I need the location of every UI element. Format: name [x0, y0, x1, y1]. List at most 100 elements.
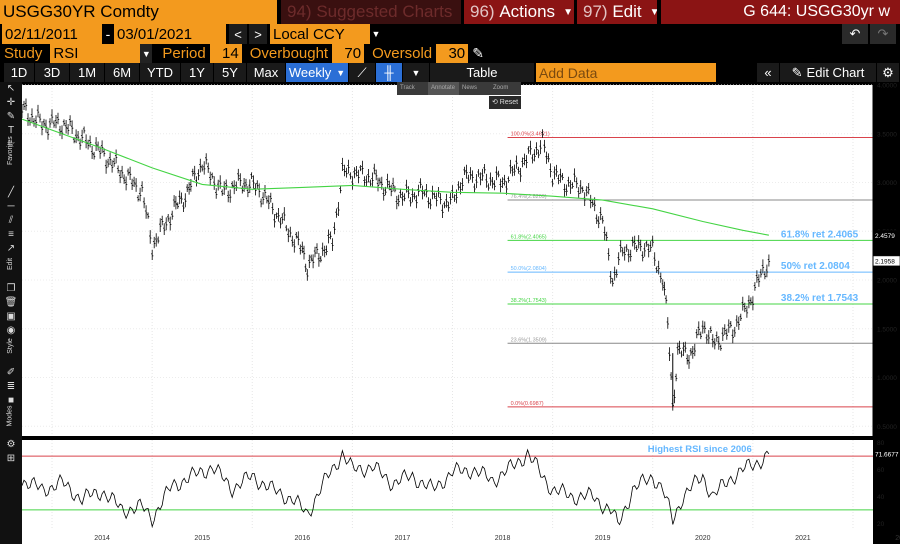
rsi-y-tick-label: 20 — [877, 521, 885, 528]
undo-icon: ↶ — [849, 26, 861, 41]
news-tool[interactable]: News — [462, 85, 478, 91]
panel-divider — [22, 436, 873, 440]
annotate-icon[interactable]: ✎ — [6, 111, 16, 122]
annotate-tool[interactable]: Annotate — [428, 82, 459, 95]
settings-icon[interactable]: ⚙ — [6, 439, 16, 450]
next-period-button[interactable]: > — [249, 24, 267, 44]
trash-icon[interactable]: 🗑 — [4, 297, 18, 308]
ohlc-icon: ╫ — [384, 65, 394, 80]
collapse-button[interactable]: « — [757, 63, 779, 82]
edit-label: Edit — [7, 257, 14, 271]
settings-button[interactable]: ⚙ — [877, 63, 899, 82]
edit-menu[interactable]: 97) Edit ▼ — [577, 0, 657, 24]
x-tick-label: 2016 — [295, 535, 311, 542]
favorites-label: Favorites — [7, 136, 14, 165]
rsi-panel: 2014 2015 2016 2017 2018 2019 2020 2021 2022 80 60… — [21, 440, 900, 544]
chart-canvas[interactable]: 4.00003.50003.00002.50002.00001.50001.00… — [0, 82, 900, 544]
end-date-field[interactable]: 03/01/2021 — [114, 24, 226, 44]
grid-icon[interactable]: ⊞ — [6, 453, 16, 464]
horizontal-line-icon[interactable]: ─ — [7, 201, 15, 212]
suggested-charts-num: 94) — [287, 2, 312, 21]
bar-chart-button[interactable]: ╫ — [376, 63, 402, 82]
frequency-label: Weekly — [288, 65, 332, 80]
caret-down-icon: ▼ — [411, 67, 421, 78]
title-bar: USGG30YR Comdty 94) Suggested Charts 96)… — [0, 0, 900, 24]
y-tick-label: 2.0000 — [877, 278, 897, 285]
actions-label: Actions — [499, 2, 556, 21]
line-style-icon[interactable]: ≣ — [6, 381, 16, 392]
period-field[interactable]: 14 — [209, 44, 242, 63]
date-separator: - — [105, 26, 111, 42]
undo-button[interactable]: ↶ — [842, 24, 868, 44]
prev-period-button[interactable]: < — [229, 24, 247, 44]
x-tick-label: 2014 — [94, 535, 110, 542]
study-field[interactable]: RSI — [50, 44, 141, 63]
add-data-input[interactable]: Add Data — [536, 63, 716, 82]
text-icon[interactable]: T — [7, 125, 15, 136]
currency-dropdown[interactable]: ▼ — [370, 24, 382, 44]
reset-icon: ⟲ — [491, 99, 498, 106]
line-chart-button[interactable]: ⟋ — [349, 63, 375, 82]
timeframe-1d[interactable]: 1D — [4, 63, 34, 82]
crosshair-icon[interactable]: ✛ — [6, 97, 16, 108]
copy-icon[interactable]: ❐ — [6, 283, 16, 294]
retracement-annotation: 50% ret 2.0804 — [781, 261, 850, 272]
suggested-charts-menu[interactable]: 94) Suggested Charts — [281, 0, 461, 24]
currency-field[interactable]: Local CCY — [270, 24, 370, 44]
price-panel: 4.00003.50003.00002.50002.00001.50001.00… — [20, 83, 900, 530]
chart-title: G 644: USGG30yr w — [661, 0, 900, 24]
fib-icon[interactable]: ≡ — [8, 229, 14, 240]
start-date-field[interactable]: 02/11/2011 — [2, 24, 102, 44]
table-button[interactable]: Table — [430, 63, 534, 82]
line-icon[interactable]: ╱ — [7, 187, 15, 198]
reset-button[interactable]: ⟲ Reset — [489, 96, 521, 109]
fib-level-label: 23.6%(1.3509) — [511, 337, 547, 343]
caret-down-icon: ▼ — [371, 29, 381, 39]
overbought-field[interactable]: 70 — [332, 44, 365, 63]
chevron-left-icon: < — [234, 26, 242, 42]
x-tick-label: 2020 — [695, 535, 711, 542]
left-tool-strip: ↖ ✛ ✎ T ☆ Favorites ╱ ─ ⫽ ≡ ↗ Edit ❐ 🗑 ▣… — [0, 82, 22, 544]
y-tick-label: 4.0000 — [877, 83, 897, 90]
timeframe-ytd[interactable]: YTD — [140, 63, 180, 82]
oversold-label: Oversold — [372, 45, 433, 62]
arrow-icon[interactable]: ↗ — [6, 243, 16, 254]
y-tick-label: 1.0000 — [877, 375, 897, 382]
x-tick-label: 2017 — [395, 535, 411, 542]
chart-type-dropdown[interactable]: ▼ — [403, 63, 429, 82]
y-tick-label: 0.5000 — [877, 424, 897, 431]
x-tick-label: 2019 — [595, 535, 611, 542]
color-icon[interactable]: ■ — [7, 395, 15, 406]
brush-icon[interactable]: ✐ — [6, 367, 16, 378]
edit-chart-button[interactable]: ✎ Edit Chart — [780, 63, 876, 82]
ticker-field[interactable]: USGG30YR Comdty — [0, 0, 277, 24]
lock-icon[interactable]: ▣ — [6, 311, 16, 322]
timeframe-1y[interactable]: 1Y — [181, 63, 213, 82]
timeframe-5y[interactable]: 5Y — [214, 63, 246, 82]
rsi-panel-bg — [22, 440, 873, 530]
oversold-field[interactable]: 30 — [436, 44, 469, 63]
timeframe-1m[interactable]: 1M — [70, 63, 104, 82]
ma-last-value: 2.4579 — [875, 233, 895, 240]
cursor-icon[interactable]: ↖ — [6, 83, 16, 94]
modes-label: Modes — [6, 405, 14, 427]
star-icon[interactable]: ☆ — [6, 139, 16, 150]
price-last-value: 2.1958 — [875, 258, 895, 265]
edit-num: 97) — [583, 2, 608, 21]
timeframe-3d[interactable]: 3D — [35, 63, 69, 82]
timeframe-6m[interactable]: 6M — [105, 63, 139, 82]
redo-button[interactable]: ↷ — [870, 24, 896, 44]
timeframe-max[interactable]: Max — [247, 63, 285, 82]
study-dropdown[interactable]: ▼ — [140, 44, 153, 63]
channel-icon[interactable]: ⫽ — [8, 215, 14, 226]
actions-menu[interactable]: 96) Actions ▼ — [464, 0, 574, 24]
caret-down-icon: ▼ — [336, 67, 346, 78]
track-tool[interactable]: Track — [400, 85, 415, 91]
eye-icon[interactable]: ◉ — [6, 325, 16, 336]
zoom-tool[interactable]: Zoom — [493, 85, 509, 91]
frequency-field[interactable]: Weekly ▼ — [286, 63, 348, 82]
pencil-icon[interactable]: ✎ — [472, 45, 484, 61]
retracement-annotation: 61.8% ret 2.4065 — [781, 229, 859, 240]
fib-level-label: 50.0%(2.0804) — [511, 266, 547, 272]
study-label: Study — [4, 45, 43, 62]
